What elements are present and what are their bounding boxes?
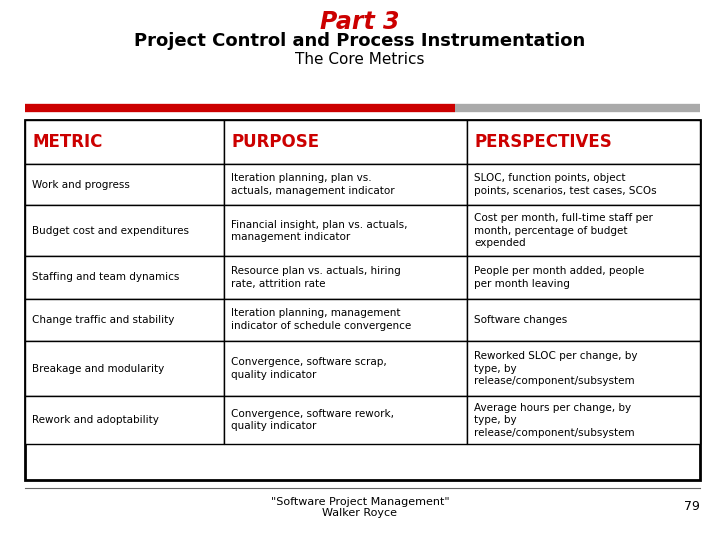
Bar [25,120,224,164]
Bar [467,396,700,444]
Text: Software changes: Software changes [474,315,567,325]
Bar [467,205,700,256]
Text: Staffing and team dynamics: Staffing and team dynamics [32,273,179,282]
Bar [224,299,467,341]
Bar [25,299,224,341]
Text: Average hours per change, by
type, by
release/component/subsystem: Average hours per change, by type, by re… [474,403,635,437]
Text: Iteration planning, management
indicator of schedule convergence: Iteration planning, management indicator… [231,308,411,331]
Text: Change traffic and stability: Change traffic and stability [32,315,174,325]
Text: PERSPECTIVES: PERSPECTIVES [474,133,612,151]
Bar [25,396,224,444]
Text: Part 3: Part 3 [320,10,400,34]
Text: SLOC, function points, object
points, scenarios, test cases, SCOs: SLOC, function points, object points, sc… [474,173,657,196]
Text: Breakage and modularity: Breakage and modularity [32,363,164,374]
Text: People per month added, people
per month leaving: People per month added, people per month… [474,266,644,289]
Text: Resource plan vs. actuals, hiring
rate, attrition rate: Resource plan vs. actuals, hiring rate, … [231,266,401,289]
Bar [224,256,467,299]
Bar [467,256,700,299]
Text: Convergence, software scrap,
quality indicator: Convergence, software scrap, quality ind… [231,357,387,380]
Bar [25,120,700,480]
Bar [224,120,467,164]
Bar [224,396,467,444]
Bar [467,120,700,164]
Text: Rework and adoptability: Rework and adoptability [32,415,159,425]
Bar [224,341,467,396]
Bar [25,164,224,205]
Text: Project Control and Process Instrumentation: Project Control and Process Instrumentat… [135,32,585,50]
Text: "Software Project Management": "Software Project Management" [271,497,449,507]
Text: PURPOSE: PURPOSE [231,133,319,151]
Text: The Core Metrics: The Core Metrics [295,52,425,68]
Bar [467,341,700,396]
Bar [224,164,467,205]
Text: METRIC: METRIC [32,133,102,151]
Bar [224,205,467,256]
Text: Cost per month, full-time staff per
month, percentage of budget
expended: Cost per month, full-time staff per mont… [474,213,653,248]
Bar [25,256,224,299]
Text: Reworked SLOC per change, by
type, by
release/component/subsystem: Reworked SLOC per change, by type, by re… [474,351,638,386]
Bar [25,205,224,256]
Text: 79: 79 [684,501,700,514]
Text: Work and progress: Work and progress [32,180,130,190]
Text: Walker Royce: Walker Royce [323,508,397,518]
Text: Iteration planning, plan vs.
actuals, management indicator: Iteration planning, plan vs. actuals, ma… [231,173,395,196]
Bar [467,164,700,205]
Bar [467,299,700,341]
Text: Budget cost and expenditures: Budget cost and expenditures [32,226,189,235]
Text: Financial insight, plan vs. actuals,
management indicator: Financial insight, plan vs. actuals, man… [231,219,408,242]
Bar [25,341,224,396]
Text: Convergence, software rework,
quality indicator: Convergence, software rework, quality in… [231,409,394,431]
